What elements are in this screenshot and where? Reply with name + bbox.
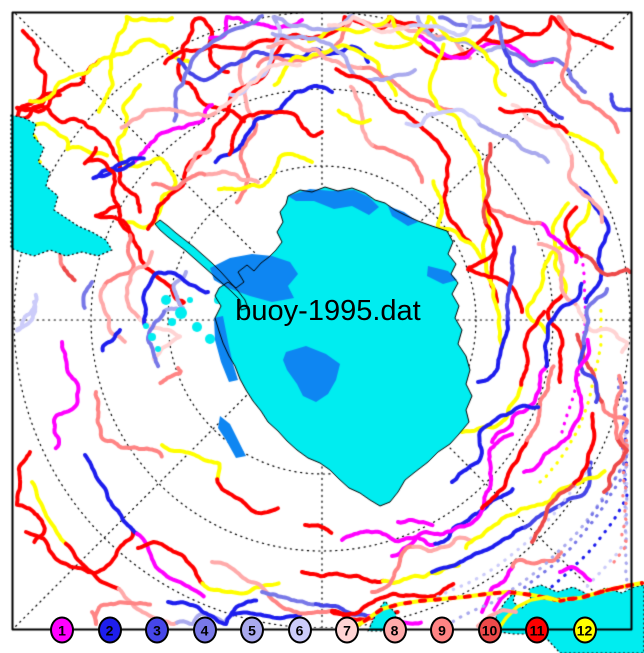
legend-month-marker: 11 [525, 616, 549, 644]
legend-month-marker: 9 [430, 616, 454, 644]
legend-month-label: 10 [481, 622, 498, 638]
legend-month-marker: 10 [477, 616, 502, 644]
legend-month-marker: 1 [50, 616, 74, 644]
legend-month-marker: 2 [97, 616, 122, 644]
legend-month-label: 4 [200, 622, 209, 638]
legend-month-label: 3 [153, 622, 161, 638]
legend-month-marker: 3 [145, 616, 169, 644]
legend-month-label: 5 [248, 622, 256, 638]
legend-month-label: 2 [105, 622, 114, 638]
legend-month-label: 8 [390, 622, 399, 638]
legend-month-marker: 7 [335, 616, 359, 644]
legend-month-label: 6 [295, 622, 304, 638]
legend-month-marker: 4 [192, 616, 217, 644]
legend-month-marker: 12 [572, 616, 597, 644]
legend-month-label: 1 [58, 622, 66, 638]
legend-month-label: 7 [343, 622, 351, 638]
legend-month-marker: 8 [382, 616, 407, 644]
legend-month-label: 9 [438, 622, 446, 638]
legend-month-label: 11 [529, 622, 545, 638]
dataset-title: buoy-1995.dat [235, 295, 421, 327]
legend-month-marker: 6 [287, 616, 312, 644]
legend-month-marker: 5 [240, 616, 264, 644]
legend-month-label: 12 [576, 622, 593, 638]
